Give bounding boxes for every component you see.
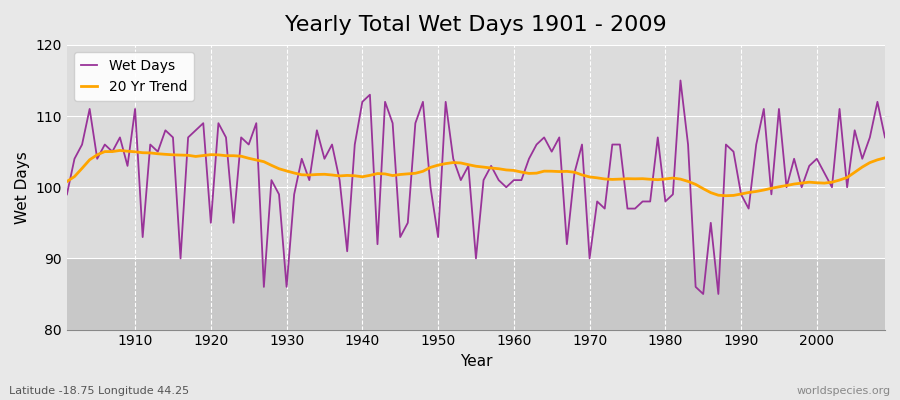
20 Yr Trend (130, 150, 140, 154)
20 Yr Trend (296, 172, 307, 177)
Title: Yearly Total Wet Days 1901 - 2009: Yearly Total Wet Days 1901 - 2009 (285, 15, 667, 35)
Wet Days (879, 135, 890, 140)
Legend: Wet Days, 20 Yr Trend: Wet Days, 20 Yr Trend (74, 52, 194, 101)
Wet Days (501, 185, 512, 190)
Y-axis label: Wet Days: Wet Days (15, 151, 30, 224)
Wet Days (675, 78, 686, 83)
Wet Days (508, 178, 519, 182)
Line: 20 Yr Trend: 20 Yr Trend (67, 150, 885, 196)
Line: Wet Days: Wet Days (67, 80, 885, 294)
20 Yr Trend (508, 168, 519, 173)
X-axis label: Year: Year (460, 354, 492, 369)
20 Yr Trend (721, 193, 732, 198)
20 Yr Trend (61, 179, 72, 184)
Wet Days (122, 164, 133, 168)
Wet Days (698, 292, 708, 296)
Text: worldspecies.org: worldspecies.org (796, 386, 891, 396)
20 Yr Trend (607, 177, 617, 182)
Wet Days (334, 178, 345, 182)
Wet Days (61, 192, 72, 197)
Wet Days (599, 206, 610, 211)
20 Yr Trend (342, 173, 353, 178)
20 Yr Trend (114, 148, 125, 153)
Bar (67, 258, 885, 330)
Text: Latitude -18.75 Longitude 44.25: Latitude -18.75 Longitude 44.25 (9, 386, 189, 396)
Wet Days (289, 192, 300, 197)
20 Yr Trend (516, 170, 526, 174)
20 Yr Trend (879, 156, 890, 160)
